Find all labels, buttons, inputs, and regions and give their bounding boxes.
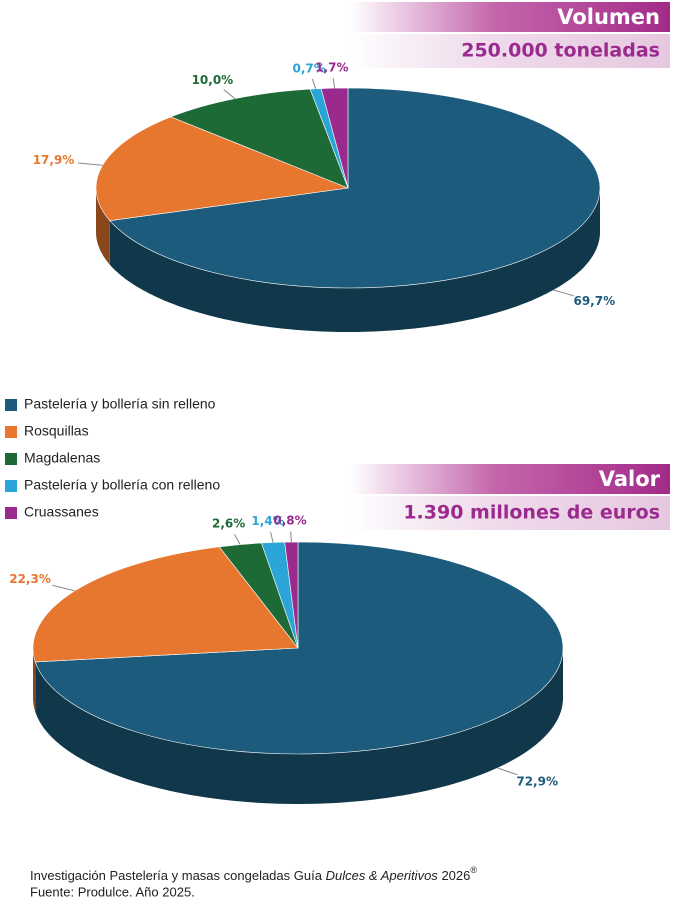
footnote-text: 2026: [441, 868, 470, 883]
legend-label: Rosquillas: [24, 423, 89, 439]
value-label: 1,4%: [251, 514, 284, 528]
value-label: 22,3%: [9, 572, 51, 586]
subtitle-banner: [350, 496, 670, 530]
legend-label: Pastelería y bollería sin relleno: [24, 396, 216, 412]
legend-label: Magdalenas: [24, 450, 100, 466]
subtitle-banner: [350, 34, 670, 68]
legend-swatch: [5, 426, 17, 438]
footnote: Investigación Pastelería y masas congela…: [30, 865, 477, 883]
chart-subtitle: 250.000 toneladas: [461, 40, 660, 62]
value-label: 17,9%: [33, 153, 75, 167]
leader-line: [311, 78, 317, 89]
leader-line: [290, 531, 292, 543]
slice: [284, 541, 299, 649]
legend-label: Pastelería y bollería con relleno: [24, 477, 220, 493]
legend-swatch: [5, 480, 17, 492]
value-label: 2,6%: [212, 516, 245, 530]
leader-line: [497, 767, 518, 776]
footnote-sup: ®: [470, 865, 477, 875]
chart-subtitle: 1.390 millones de euros: [403, 502, 660, 524]
leader-line: [78, 162, 103, 166]
footnote-text: Investigación Pastelería y masas congela…: [30, 868, 323, 883]
chart-title: Valor: [599, 467, 661, 491]
legend-swatch: [5, 453, 17, 465]
legend-swatch: [5, 507, 17, 519]
value-label: 69,7%: [573, 294, 615, 308]
leader-line: [52, 584, 75, 592]
source: Fuente: Produlce. Año 2025.: [30, 884, 195, 899]
value-label: 1,7%: [315, 61, 348, 75]
title-banner: [350, 464, 670, 494]
value-label: 0,7%: [293, 61, 326, 75]
slice: [109, 87, 601, 289]
leader-line: [553, 289, 574, 297]
legend-label: Cruassanes: [24, 504, 99, 520]
leader-line: [233, 533, 241, 545]
leader-line: [270, 531, 274, 543]
footnote-italic: Dulces & Aperitivos: [326, 868, 439, 883]
title-banner: [350, 2, 670, 32]
value-label: 0,8%: [273, 513, 306, 527]
chart-title: Volumen: [557, 5, 660, 29]
legend-swatch: [5, 399, 17, 411]
slice: [34, 541, 564, 755]
slice-side: [96, 188, 110, 265]
value-label: 10,0%: [192, 73, 234, 87]
leader-line: [332, 78, 336, 89]
slice-side: [33, 648, 36, 712]
slice-side: [35, 648, 564, 804]
value-label: 72,9%: [516, 774, 558, 788]
slice-side: [109, 188, 600, 332]
leader-line: [223, 89, 236, 100]
